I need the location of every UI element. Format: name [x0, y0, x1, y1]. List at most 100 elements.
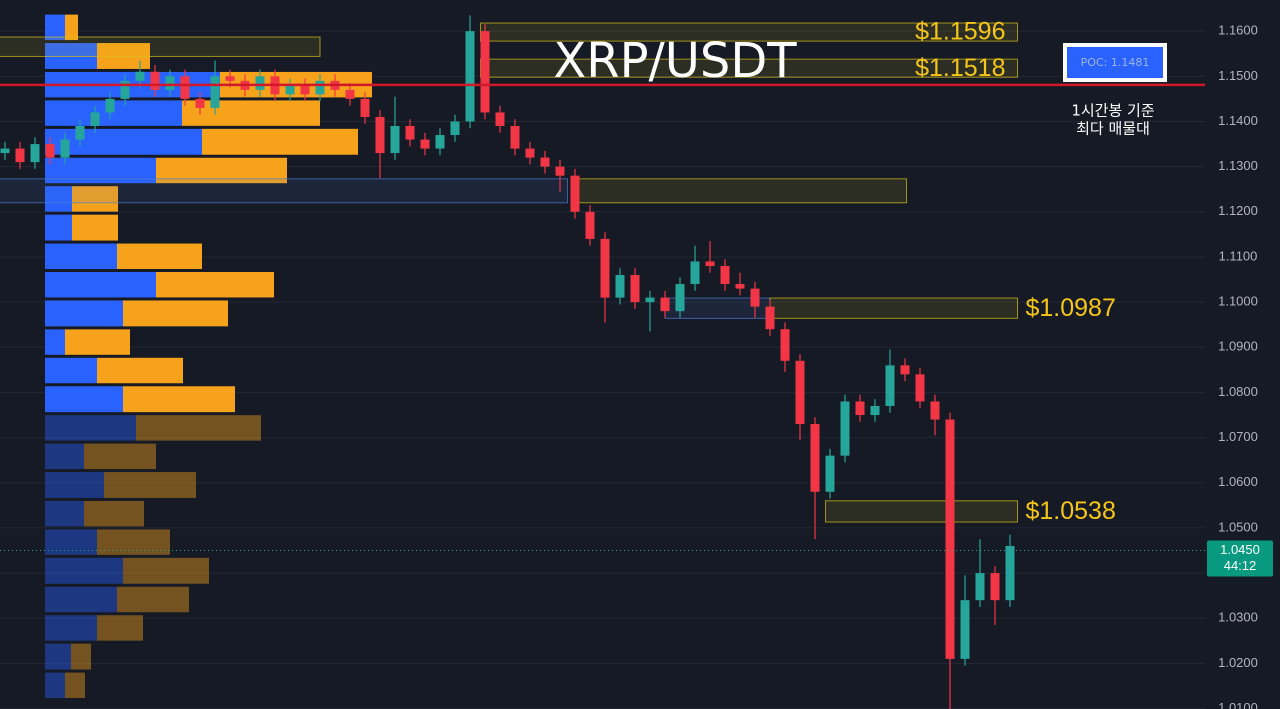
candle-body [255, 76, 265, 90]
y-tick-label: 1.1500 [1218, 68, 1258, 83]
profile-sell [97, 615, 143, 641]
candle-body [135, 71, 145, 81]
candle-body [570, 175, 580, 212]
poc-box [1063, 43, 1167, 82]
profile-buy [45, 557, 123, 584]
candle-body [285, 85, 295, 95]
candle-body [615, 275, 625, 298]
candle-body [555, 166, 565, 176]
candle-body [375, 116, 385, 154]
candle-body [480, 31, 490, 113]
profile-sell [97, 529, 170, 555]
poc-note: 1시간봉 기준 [1071, 102, 1155, 120]
zone-label: $1.0538 [1026, 497, 1116, 525]
y-tick-label: 1.0300 [1218, 610, 1258, 625]
profile-buy [45, 672, 65, 699]
profile-buy [45, 186, 72, 212]
profile-sell [182, 100, 320, 126]
price-axis: 1.1600 1.1500 1.1400 1.1300 1.1200 1.1100 1.10… [1218, 23, 1258, 709]
y-tick-label: 1.0500 [1218, 519, 1258, 534]
zone [769, 297, 1018, 319]
zone [576, 178, 907, 204]
candle-body [495, 112, 505, 126]
profile-buy [45, 529, 97, 555]
candle-body [810, 424, 820, 492]
y-tick-label: 1.1100 [1219, 248, 1258, 263]
zone [0, 36, 321, 57]
poc-label: POC: 1.1481 [1081, 56, 1150, 69]
candle-body [15, 148, 25, 163]
candle-body [150, 71, 160, 90]
candle-body [315, 80, 325, 95]
candle-body [360, 98, 370, 117]
profile-buy [45, 386, 123, 413]
candle-body [840, 401, 850, 456]
profile-sell [84, 443, 156, 470]
profile-buy [45, 128, 202, 155]
candle-body [885, 365, 895, 406]
profile-sell [123, 300, 228, 327]
candle-body [345, 89, 355, 99]
profile-buy [45, 615, 97, 641]
candle-body [690, 261, 700, 285]
profile-sell [71, 643, 91, 670]
profile-sell [117, 243, 202, 270]
candle-body [600, 238, 610, 298]
y-tick-label: 1.1400 [1218, 113, 1258, 128]
candle-body [120, 80, 130, 99]
profile-sell [72, 186, 118, 212]
candle-body [180, 76, 190, 99]
profile-buy [45, 415, 136, 441]
candle-body [960, 600, 970, 659]
profile-sell [202, 128, 358, 155]
candle-body [735, 284, 745, 289]
y-tick-label: 1.1000 [1218, 294, 1258, 309]
candle-body [210, 76, 220, 108]
candle-body [450, 121, 460, 136]
profile-sell [123, 386, 235, 413]
candle-body [195, 98, 205, 108]
countdown-label: 44:12 [1224, 558, 1257, 573]
profile-sell [117, 586, 189, 613]
candle-body [465, 31, 475, 122]
profile-sell [104, 472, 196, 498]
profile-buy [45, 243, 117, 270]
candle-body [75, 125, 85, 140]
candle-body [990, 573, 1000, 601]
y-tick-label: 1.1200 [1218, 203, 1258, 218]
candle-body [525, 148, 535, 158]
y-tick-label: 1.0600 [1218, 474, 1258, 489]
profile-buy [45, 214, 72, 241]
candle-body [435, 135, 445, 149]
candle-body [975, 573, 985, 601]
profile-buy [45, 643, 71, 670]
plot-area [0, 14, 1205, 709]
profile-buy [45, 272, 156, 298]
zone-label: $1.1596 [915, 18, 1005, 46]
zone [825, 500, 1018, 523]
profile-buy [45, 357, 97, 384]
candle-body [165, 76, 175, 90]
poc-note: 최다 매물대 [1076, 120, 1150, 138]
y-tick-label: 1.0200 [1218, 655, 1258, 670]
profile-sell [65, 329, 130, 355]
chart-title: XRP/USDT [553, 33, 797, 89]
candle-body [645, 297, 655, 303]
profile-sell [136, 415, 261, 441]
profile-sell [72, 214, 118, 241]
candle-body [870, 405, 880, 416]
y-tick-label: 1.0100 [1218, 700, 1258, 709]
profile-sell [65, 672, 85, 699]
candle-body [0, 148, 10, 154]
candle-body [105, 98, 115, 113]
zone-label: $1.1518 [915, 54, 1005, 82]
candle-body [225, 76, 235, 81]
candle-body [900, 365, 910, 375]
candle-body [795, 360, 805, 425]
candle-body [825, 455, 835, 492]
candle-body [915, 374, 925, 402]
candle-body [855, 401, 865, 416]
candle-body [300, 85, 310, 95]
